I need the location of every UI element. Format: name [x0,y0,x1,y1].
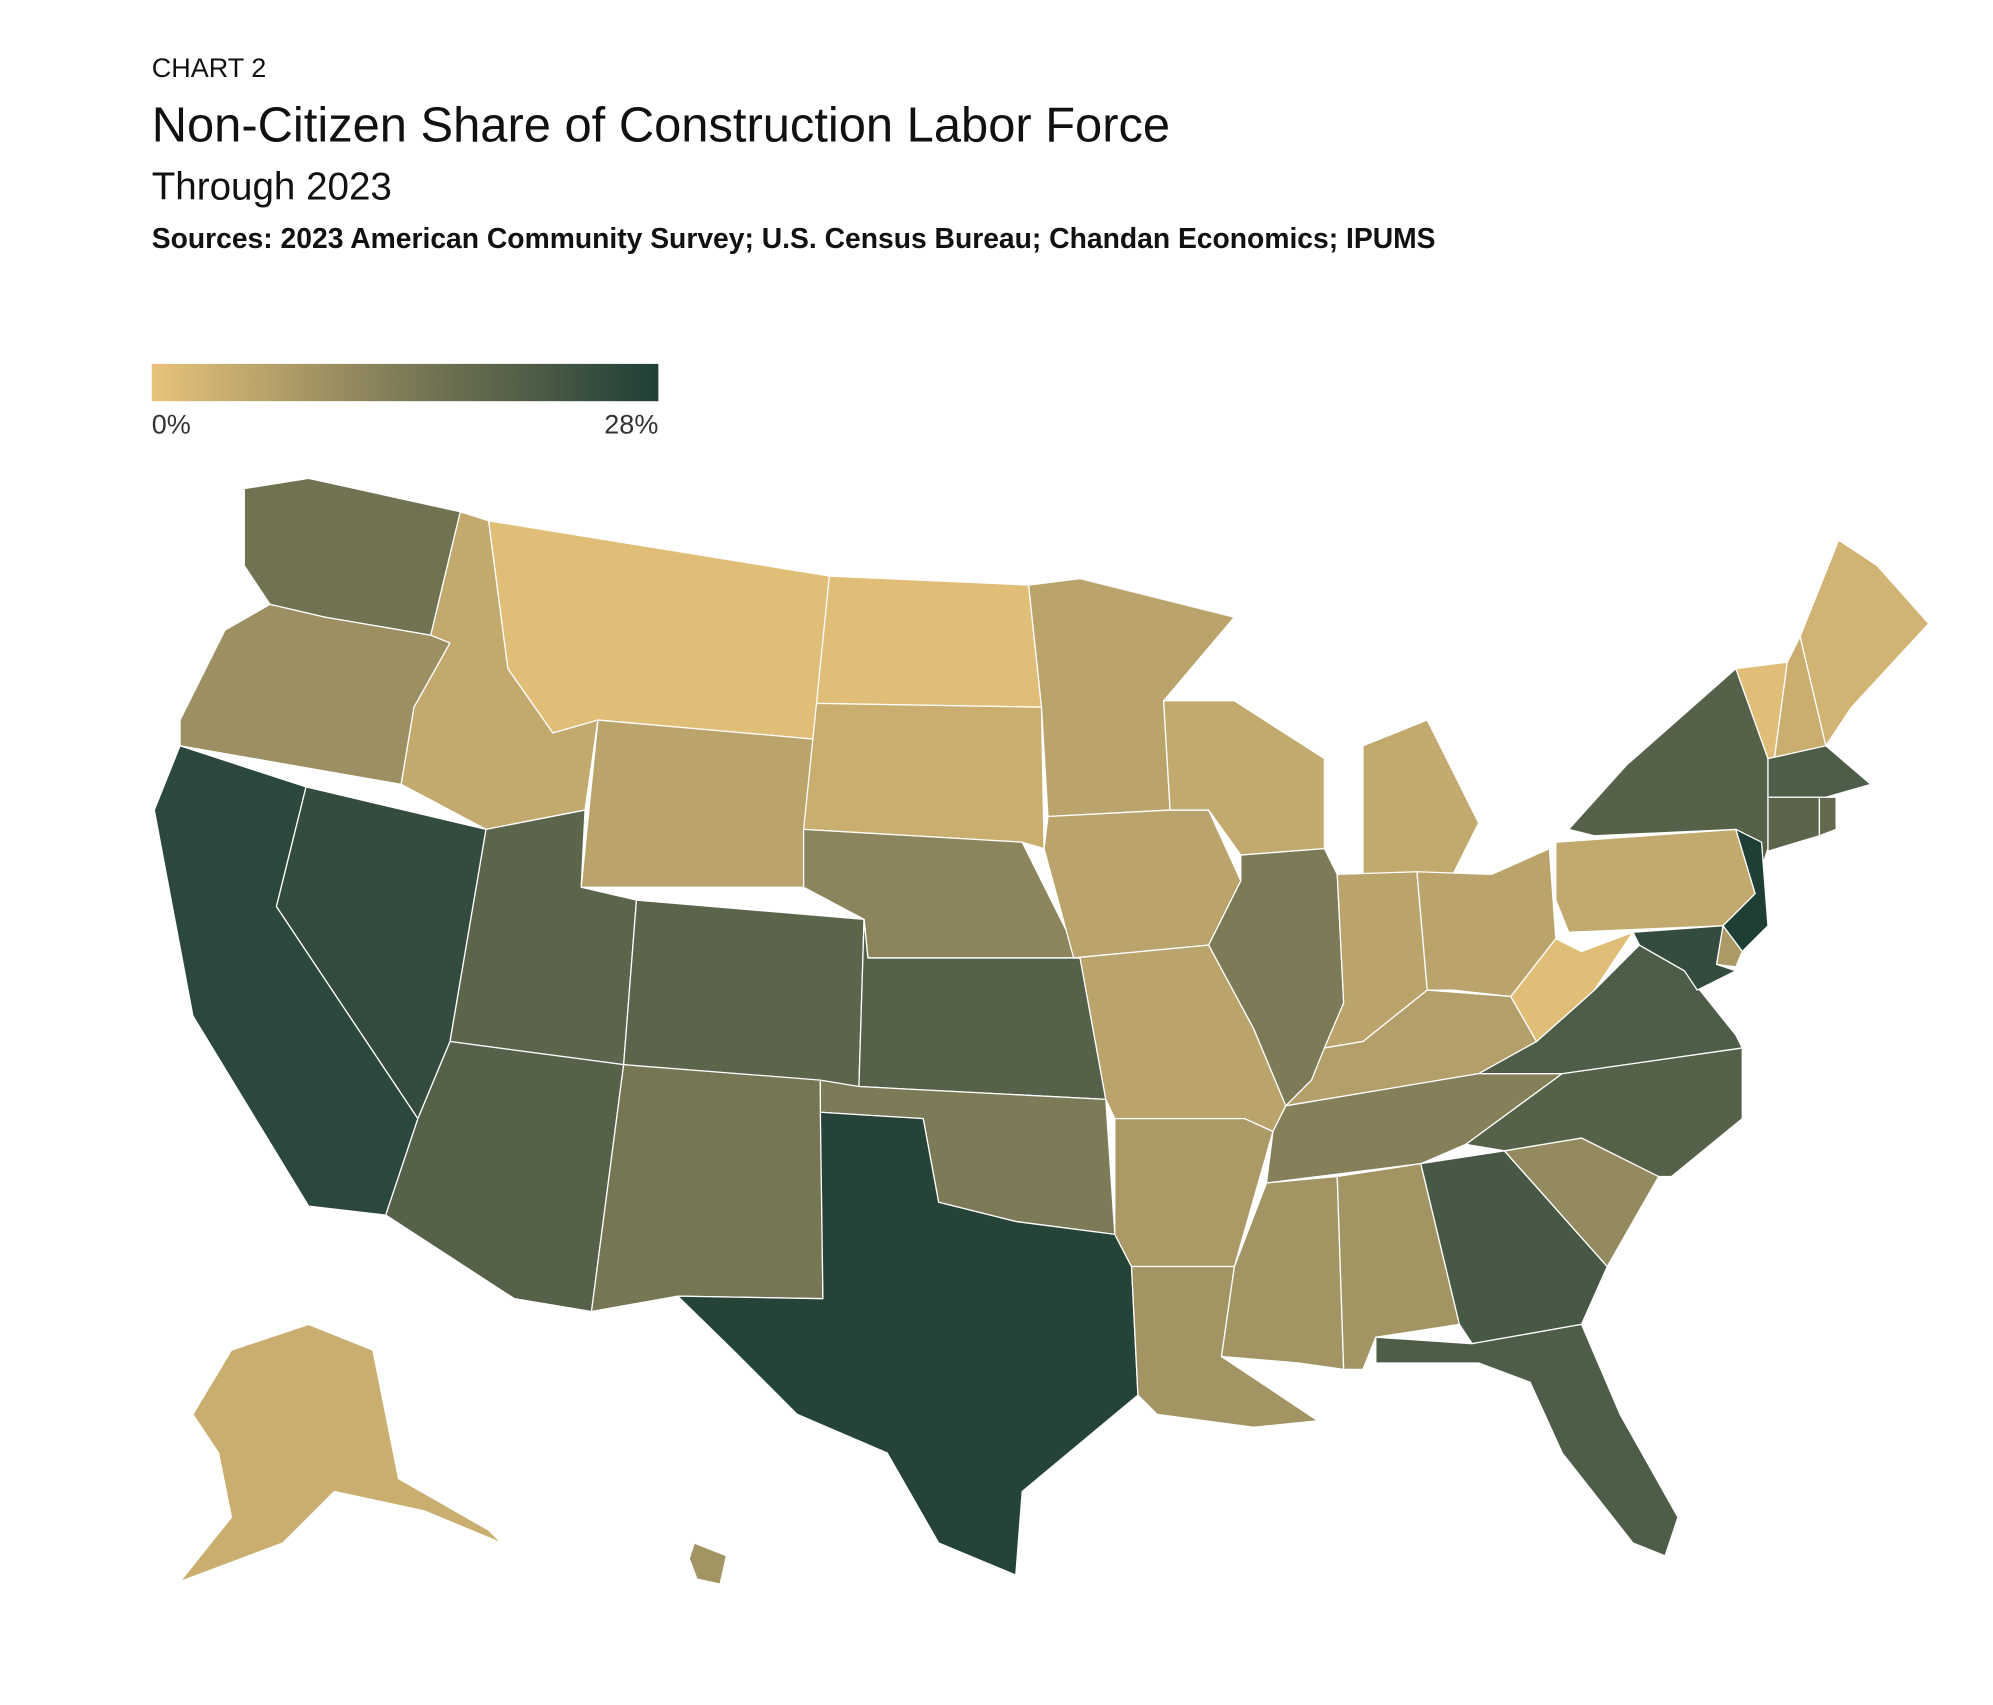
chart-label: CHART 2 [152,53,267,83]
state [622,899,865,1088]
chart-title: Non-Citizen Share of Construction Labor … [152,98,1170,152]
state [1375,1323,1679,1557]
state [1767,796,1821,852]
state [1818,796,1837,837]
map [153,477,1930,1585]
color-legend-bar [151,363,659,402]
state [815,575,1043,708]
state [1043,809,1242,959]
state [688,1542,728,1585]
state [676,1111,1139,1576]
state [487,520,830,740]
state [1799,539,1930,747]
state [590,1064,824,1313]
chart-subtitle: Through 2023 [152,165,392,208]
color-tick-label: 0% [152,409,191,439]
state [802,702,1045,850]
state [1555,828,1756,933]
state [580,719,818,888]
state [1632,925,1737,991]
chart-source: Sources: 2023 American Community Survey;… [152,222,1436,254]
color-tick-label: 28% [604,409,658,439]
state [179,1323,503,1583]
color-legend-ticks: 0% 28% [152,409,659,439]
state [1362,719,1480,876]
state [1767,745,1872,798]
